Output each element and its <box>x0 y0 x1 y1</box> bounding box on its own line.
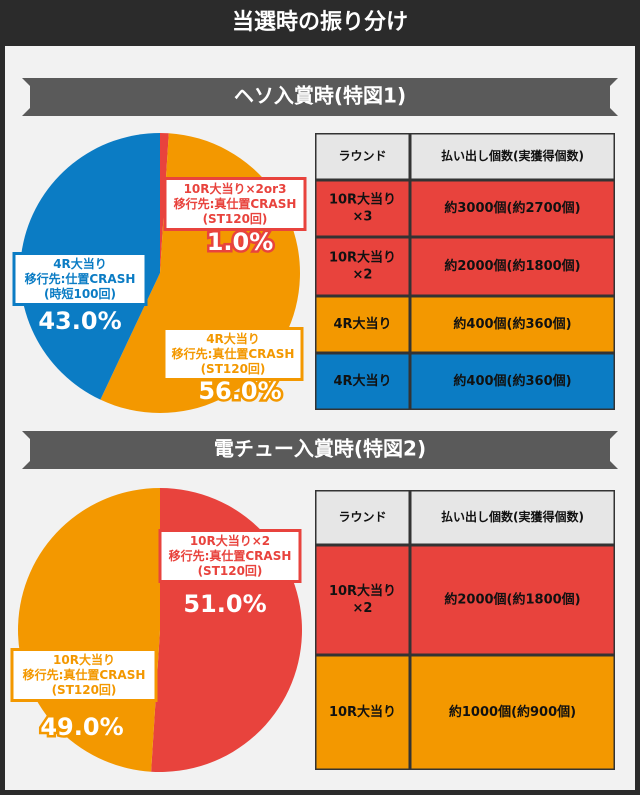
section-title: ヘソ入賞時(特図1) <box>234 84 406 108</box>
table-cell <box>411 656 614 769</box>
slice-label: (ST120回) <box>203 212 268 226</box>
slice-label: (ST120回) <box>198 564 263 578</box>
slice-label-box <box>158 529 302 583</box>
slice-label: (時短100回) <box>44 286 116 301</box>
table-cell-text: 約3000個(約2700個) <box>444 200 580 216</box>
table-cell-text: ×3 <box>353 210 373 225</box>
slice-label: 10R大当り×2 <box>190 533 270 548</box>
slice-label: 移行先:真仕置CRASH <box>174 196 297 211</box>
table-cell <box>316 546 409 654</box>
slice-percent: 51.0% <box>183 590 266 618</box>
table-cell <box>411 238 614 295</box>
slice-label: (ST120回) <box>52 683 117 697</box>
slice-percent: 49.0% <box>40 713 123 741</box>
slice-label-box <box>162 327 304 381</box>
table-header-text: ラウンド <box>338 510 386 524</box>
table-header-text: 払い出し個数(実獲得個数) <box>441 509 584 524</box>
slice-label-box <box>163 177 307 231</box>
slice-percent: 1.0% <box>207 228 274 256</box>
table-cell <box>316 297 409 352</box>
table-cell-text: 4R大当り <box>333 373 391 389</box>
table-cell-text: ×2 <box>353 268 373 283</box>
table-header-text: 払い出し個数(実獲得個数) <box>441 148 584 163</box>
section-banner <box>22 431 618 469</box>
table-cell <box>316 181 409 236</box>
table-cell-text: 10R大当り <box>329 704 396 720</box>
table-cell-text: 約400個(約360個) <box>453 316 571 332</box>
table-cell <box>411 297 614 352</box>
table-header-cell <box>411 491 614 544</box>
table-cell-text: 10R大当り <box>329 250 396 266</box>
table-cell <box>316 238 409 295</box>
table-header-text: ラウンド <box>338 149 386 163</box>
table-header-cell <box>316 134 409 179</box>
page-title: 当選時の振り分け <box>232 10 408 35</box>
slice-label: 移行先:仕置CRASH <box>25 271 136 286</box>
table-cell-text: 約2000個(約1800個) <box>444 258 580 274</box>
slice-percent: 56.0% <box>198 377 281 405</box>
slice-percent: 43.0% <box>38 307 121 335</box>
table-cell-text: 約2000個(約1800個) <box>444 592 580 608</box>
table-cell <box>316 656 409 769</box>
slice-label: 10R大当り <box>53 652 115 667</box>
table-cell-text: ×2 <box>353 601 373 616</box>
section-banner <box>22 78 618 116</box>
table-header-cell <box>411 134 614 179</box>
slice-label: 4R大当り <box>206 331 260 346</box>
table-cell <box>411 354 614 409</box>
table-cell-text: 10R大当り <box>329 583 396 599</box>
slice-label: 移行先:真仕置CRASH <box>172 346 295 361</box>
table-cell <box>316 354 409 409</box>
section-title: 電チュー入賞時(特図2) <box>214 437 426 461</box>
table-cell-text: 4R大当り <box>333 316 391 332</box>
table-cell-text: 約1000個(約900個) <box>449 704 576 720</box>
table-header-cell <box>316 491 409 544</box>
slice-label: 移行先:真仕置CRASH <box>169 548 292 563</box>
table-cell-text: 10R大当り <box>329 192 396 208</box>
slice-label-box <box>12 252 148 306</box>
table-cell-text: 約400個(約360個) <box>453 373 571 389</box>
table-cell <box>411 181 614 236</box>
slice-label: 移行先:真仕置CRASH <box>23 667 146 682</box>
slice-label-box <box>10 648 158 702</box>
slice-label: (ST120回) <box>201 362 266 376</box>
slice-label: 10R大当り×2or3 <box>184 181 287 196</box>
slice-label: 4R大当り <box>53 256 107 271</box>
table-cell <box>411 546 614 654</box>
